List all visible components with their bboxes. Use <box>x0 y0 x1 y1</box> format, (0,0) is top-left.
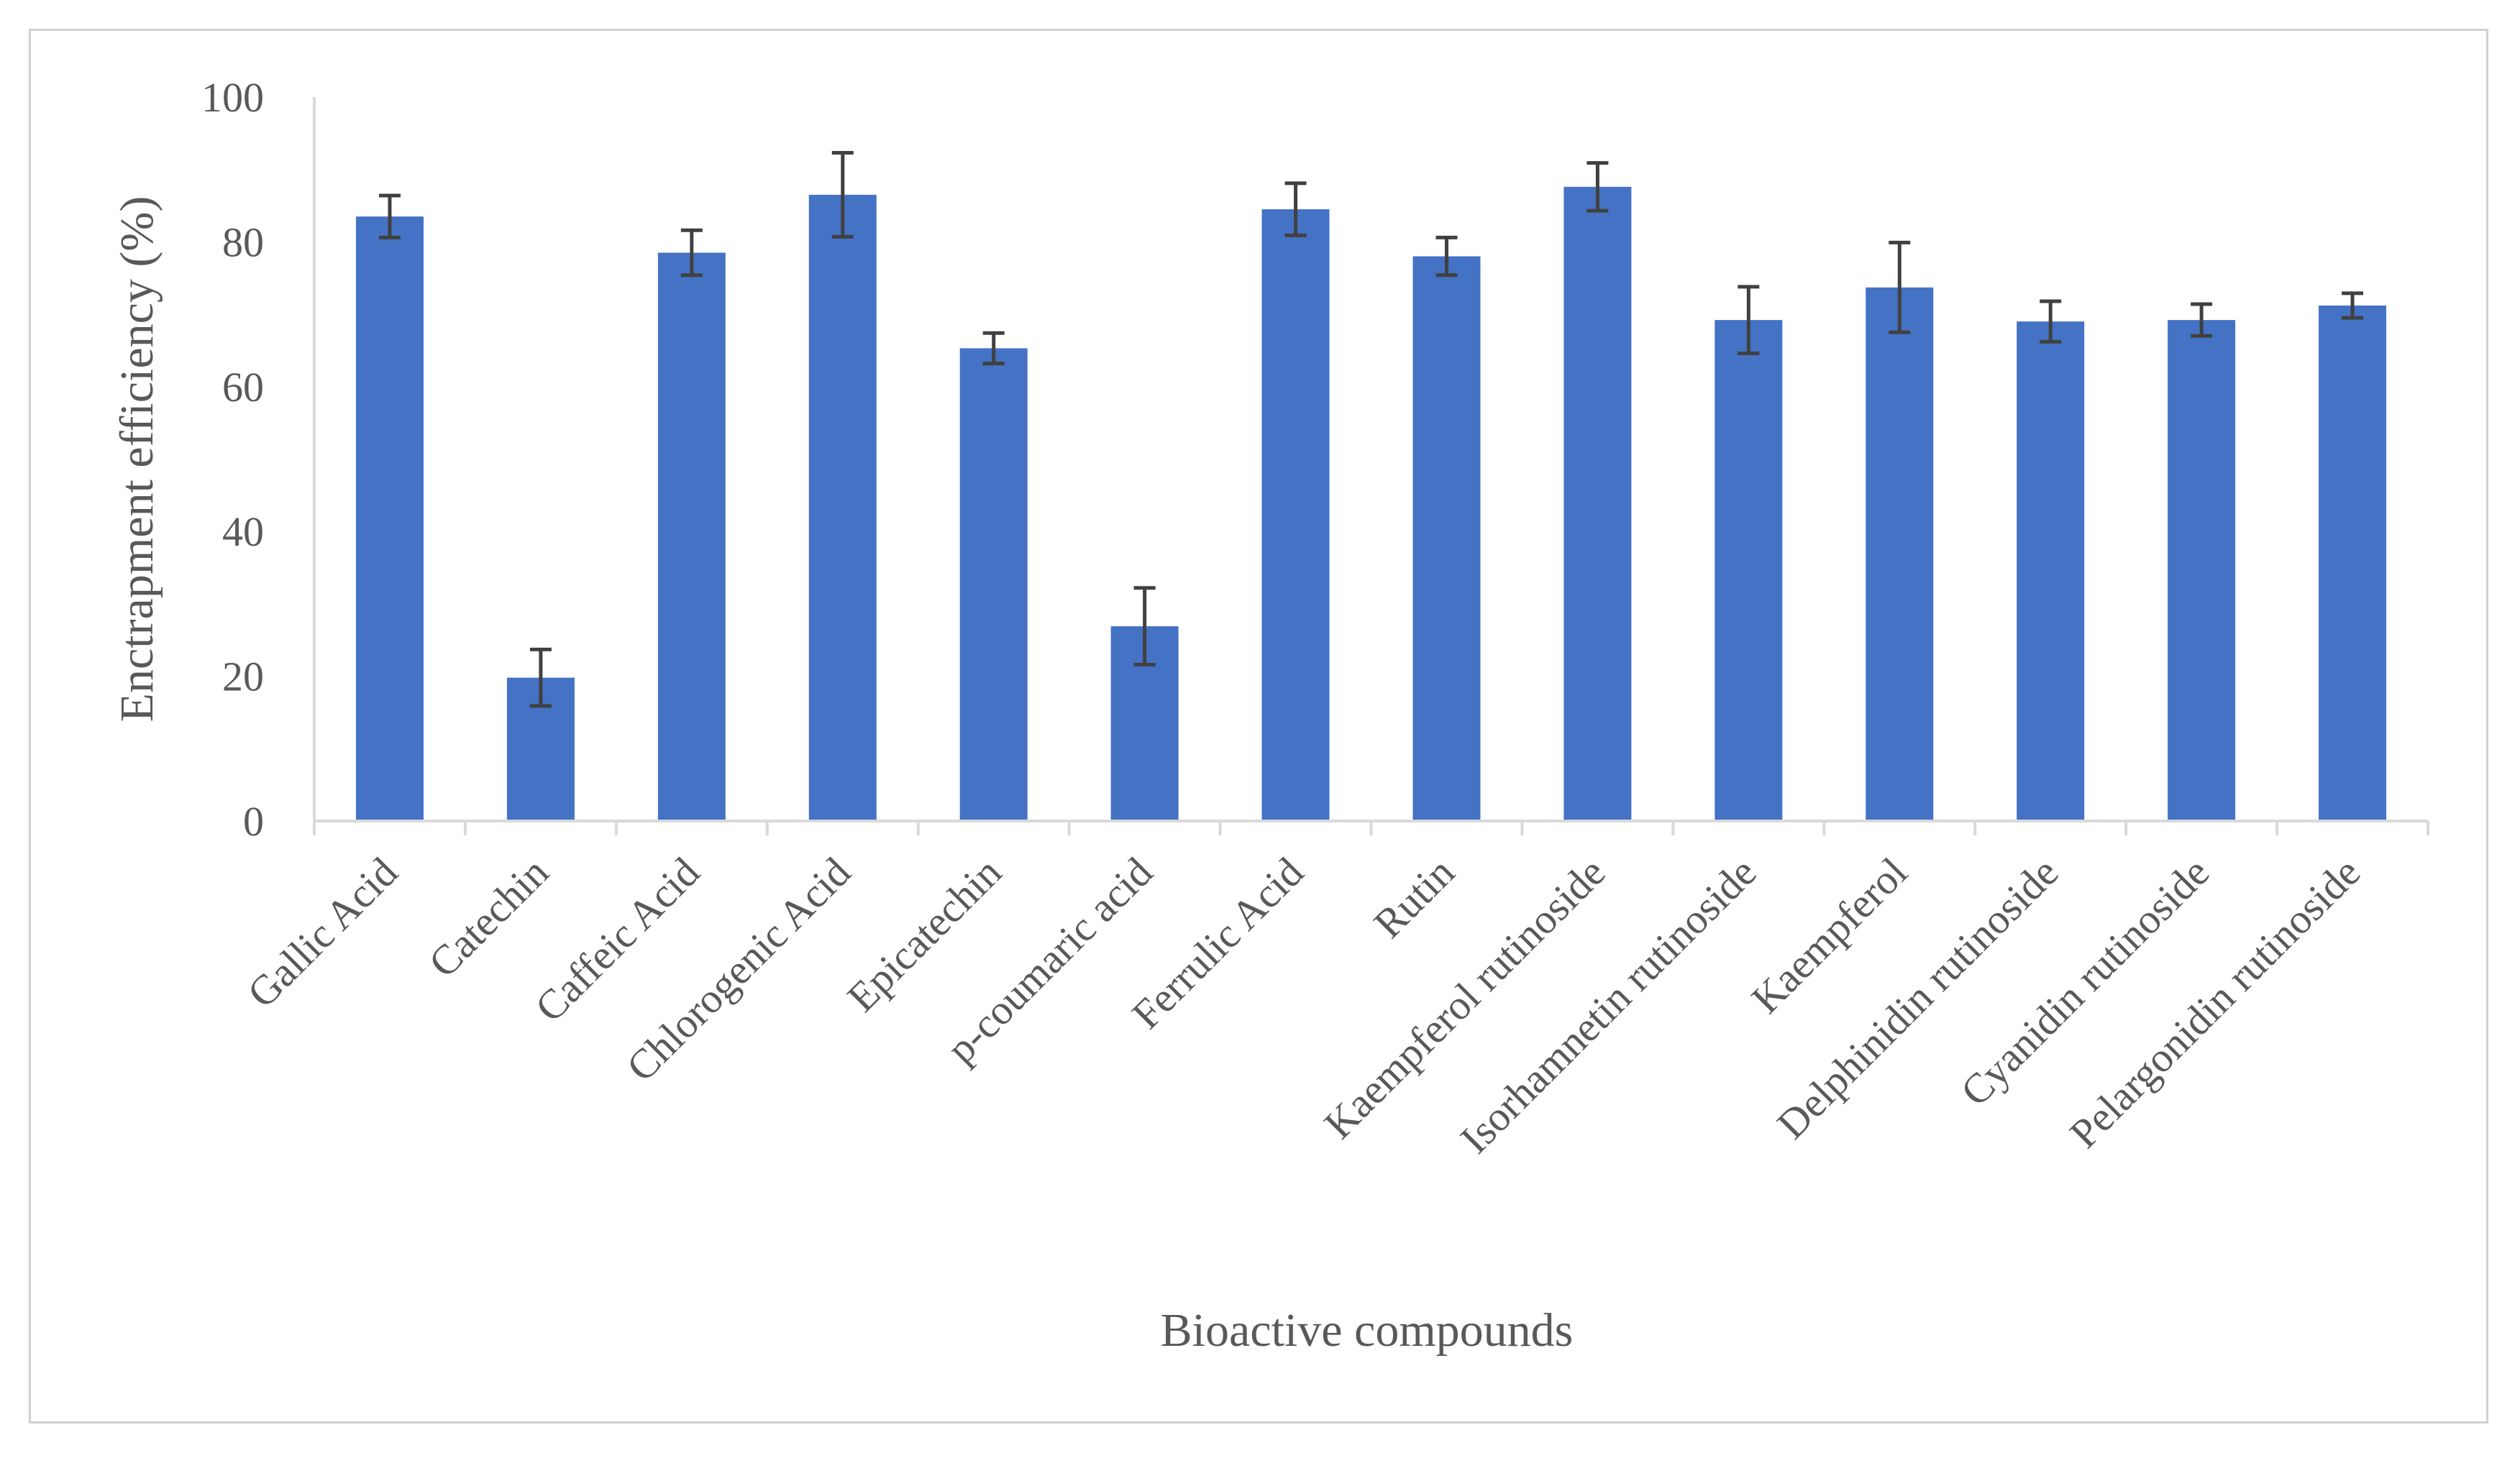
bar <box>2017 321 2085 821</box>
bar <box>1261 209 1330 822</box>
x-tick-label: Delphinidin rutinoside <box>1768 848 2067 1147</box>
x-tick-label: Pelargonidin rutinoside <box>2060 848 2369 1157</box>
bar <box>1412 256 1481 821</box>
x-tick-label: Cyanidin rutinoside <box>1952 848 2219 1115</box>
x-tick-label: Catechin <box>419 848 557 986</box>
x-tick-label: Gallic Acid <box>238 848 406 1017</box>
x-tick-label: Isorhamnetin rutinoside <box>1451 848 1766 1163</box>
bar <box>657 252 726 821</box>
x-axis-title: Bioactive compounds <box>1161 1304 1574 1357</box>
bar <box>959 348 1028 822</box>
bar <box>1563 186 1632 821</box>
bar <box>2319 306 2387 821</box>
bar <box>355 216 424 821</box>
bar <box>808 194 877 821</box>
y-tick-label: 80 <box>222 219 264 265</box>
y-axis-title: Enctrapment efficiency (%) <box>111 196 163 723</box>
y-tick-label: 20 <box>222 654 264 700</box>
bar <box>1866 287 1934 821</box>
x-tick-label: Rutin <box>1365 848 1464 947</box>
y-tick-label: 100 <box>201 74 264 121</box>
error-bars <box>378 151 2364 708</box>
bar <box>2168 320 2236 821</box>
y-axis-ticks: 0 20 40 60 80 100 <box>201 74 264 845</box>
bars <box>355 186 2387 822</box>
y-tick-label: 40 <box>222 508 264 555</box>
y-tick-label: 0 <box>243 798 264 845</box>
bar <box>1715 320 1783 821</box>
axes <box>313 97 2429 835</box>
y-tick-label: 60 <box>222 364 264 411</box>
x-tick-label: Kaempferol rutinoside <box>1315 848 1614 1147</box>
